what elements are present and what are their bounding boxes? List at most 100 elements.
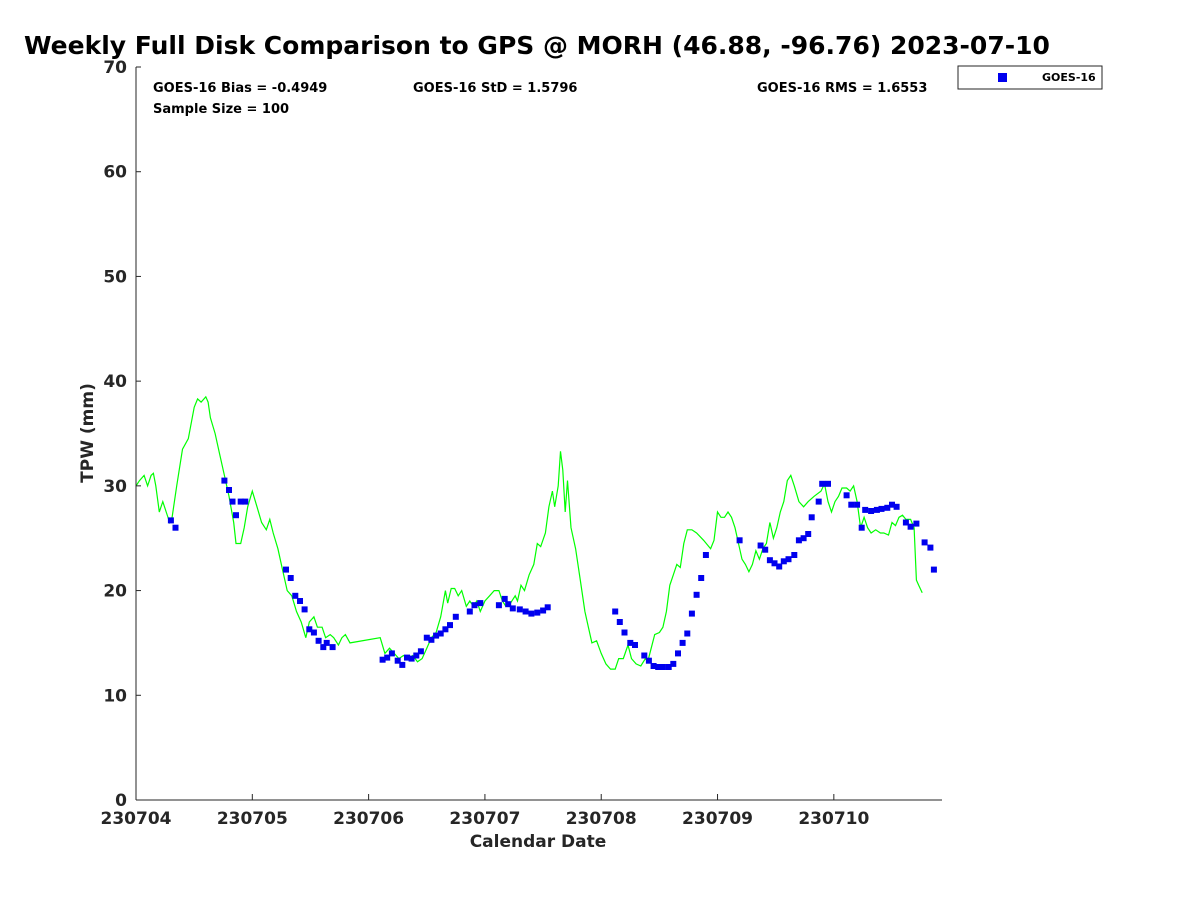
goes16-point [287, 575, 294, 581]
x-tick-label: 230708 [566, 809, 637, 829]
goes16-point [283, 566, 289, 573]
goes16-point [650, 663, 657, 669]
goes16-point [404, 654, 410, 661]
goes16-point [437, 630, 444, 637]
goes16-point [528, 610, 535, 617]
goes16-point [795, 537, 802, 544]
gps-line [135, 395, 923, 670]
plot-area [135, 67, 942, 801]
goes16-point [907, 523, 914, 530]
goes16-point [757, 542, 764, 549]
goes16-point [428, 636, 435, 643]
goes16-point [805, 531, 812, 537]
y-tick-label: 10 [103, 686, 127, 706]
goes16-point [399, 661, 406, 668]
goes16-point [889, 501, 895, 508]
gps-series [135, 395, 923, 670]
goes16-point [843, 492, 850, 499]
goes16-point [762, 546, 769, 553]
sample-size-stat: Sample Size = 100 [153, 102, 289, 117]
goes16-point [242, 498, 249, 505]
x-tick-label: 230706 [333, 809, 404, 829]
goes16-point [693, 591, 700, 598]
goes16-point [310, 629, 317, 636]
chart-title: Weekly Full Disk Comparison to GPS @ MOR… [24, 31, 1050, 60]
goes16-point [477, 600, 484, 607]
goes16-point [825, 480, 831, 487]
goes16-point [221, 477, 228, 484]
goes16-point [627, 639, 634, 646]
goes16-point [670, 660, 677, 667]
goes16-point [172, 524, 179, 531]
goes16-point [534, 609, 541, 616]
goes16-point [815, 498, 822, 505]
rms-stat: GOES-16 RMS = 1.6553 [757, 81, 927, 96]
goes16-point [408, 655, 415, 662]
goes16-point [320, 644, 327, 651]
goes16-point [927, 544, 934, 551]
goes16-point [413, 652, 420, 659]
goes16-point [902, 519, 909, 526]
goes16-point [791, 552, 798, 558]
goes16-point [645, 657, 652, 664]
goes16-point [167, 517, 174, 524]
y-tick-label: 20 [103, 582, 127, 602]
goes16-point [544, 604, 551, 611]
goes16-point [495, 602, 502, 609]
goes16-point [447, 622, 453, 629]
goes16-point [433, 632, 440, 639]
goes16-point [785, 556, 792, 563]
goes16-point [893, 503, 900, 510]
goes16-point [315, 637, 322, 644]
goes16-point [848, 501, 855, 508]
goes16-point [229, 498, 236, 505]
x-tick-label: 230705 [217, 809, 288, 829]
goes16-point [423, 634, 430, 641]
goes16-point [509, 605, 516, 612]
goes16-point [388, 650, 395, 657]
goes16-point [505, 601, 512, 608]
goes16-point [868, 508, 875, 514]
goes16-point [675, 650, 681, 657]
goes16-point [776, 563, 783, 570]
goes16-point [522, 608, 529, 615]
goes16-point [930, 566, 937, 573]
goes16-point [858, 524, 865, 531]
goes16-point [659, 664, 666, 670]
goes16-point [632, 642, 638, 648]
goes16-point [616, 619, 623, 625]
goes16-point [698, 575, 705, 581]
goes16-point [913, 520, 920, 527]
goes16-point [301, 606, 308, 613]
goes16-point [379, 656, 386, 663]
goes16-point [780, 558, 787, 565]
goes16-point [621, 629, 628, 636]
goes16-point [394, 657, 401, 664]
goes16-point [323, 639, 330, 646]
goes16-point [771, 560, 778, 567]
goes16-point [384, 654, 391, 661]
goes16-point [233, 512, 239, 519]
goes16-point [641, 652, 648, 659]
legend-marker-goes16 [998, 73, 1007, 82]
goes16-point [702, 552, 709, 558]
goes16-point [665, 664, 672, 670]
goes16-point [442, 626, 449, 633]
goes16-point [878, 505, 885, 512]
goes16-point [612, 608, 619, 615]
std-stat: GOES-16 StD = 1.5796 [413, 81, 577, 96]
y-tick-label: 30 [103, 477, 127, 497]
goes16-point [921, 539, 928, 546]
y-tick-label: 60 [103, 163, 127, 183]
x-tick-label: 230709 [682, 809, 753, 829]
goes16-point [452, 613, 459, 620]
legend-label-goes16: GOES-16 [1042, 71, 1096, 84]
goes16-point [808, 514, 815, 521]
goes16-point [471, 602, 478, 609]
goes16-point [466, 608, 473, 615]
goes16-point [292, 592, 299, 599]
goes16-point [679, 639, 686, 646]
y-tick-label: 40 [103, 372, 127, 392]
y-axis-ticks: 0 10 20 30 40 50 60 70 [103, 58, 141, 811]
x-axis-label: Calendar Date [470, 832, 607, 852]
